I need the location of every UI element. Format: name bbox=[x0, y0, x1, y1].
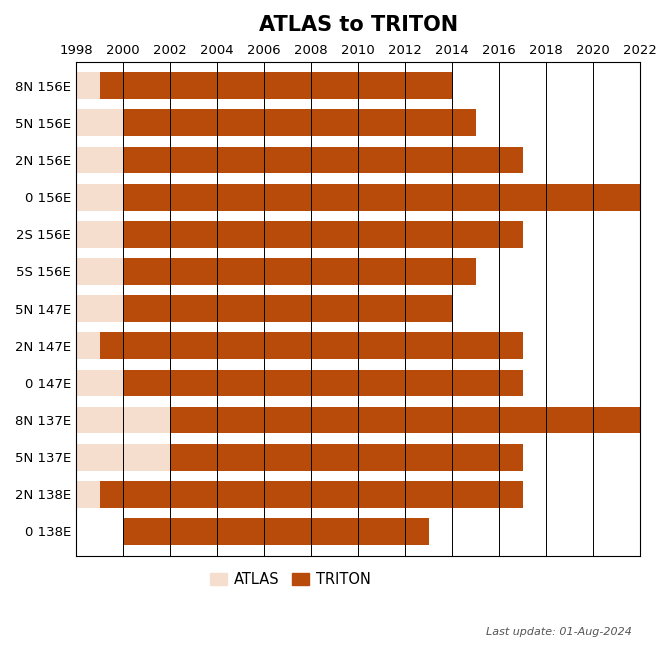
Bar bbox=[76, 407, 170, 433]
Bar bbox=[76, 72, 99, 99]
Bar bbox=[170, 444, 523, 470]
Bar bbox=[76, 109, 123, 137]
Bar bbox=[76, 258, 123, 285]
Text: Last update: 01-Aug-2024: Last update: 01-Aug-2024 bbox=[486, 628, 632, 637]
Bar bbox=[123, 369, 523, 396]
Bar bbox=[123, 258, 476, 285]
Bar bbox=[170, 407, 640, 433]
Bar bbox=[123, 518, 429, 545]
Bar bbox=[123, 147, 523, 173]
Legend: ATLAS, TRITON: ATLAS, TRITON bbox=[204, 566, 377, 593]
Bar bbox=[99, 72, 452, 99]
Bar bbox=[76, 481, 99, 508]
Bar bbox=[76, 444, 170, 470]
Bar bbox=[76, 184, 123, 210]
Bar bbox=[76, 221, 123, 248]
Bar bbox=[99, 333, 523, 359]
Bar bbox=[76, 333, 99, 359]
Bar bbox=[99, 481, 523, 508]
Bar bbox=[123, 184, 640, 210]
Bar bbox=[123, 109, 476, 137]
Bar bbox=[123, 221, 523, 248]
Bar bbox=[123, 295, 452, 322]
Bar bbox=[76, 295, 123, 322]
Bar bbox=[76, 369, 123, 396]
Title: ATLAS to TRITON: ATLAS to TRITON bbox=[259, 15, 458, 35]
Bar bbox=[76, 147, 123, 173]
